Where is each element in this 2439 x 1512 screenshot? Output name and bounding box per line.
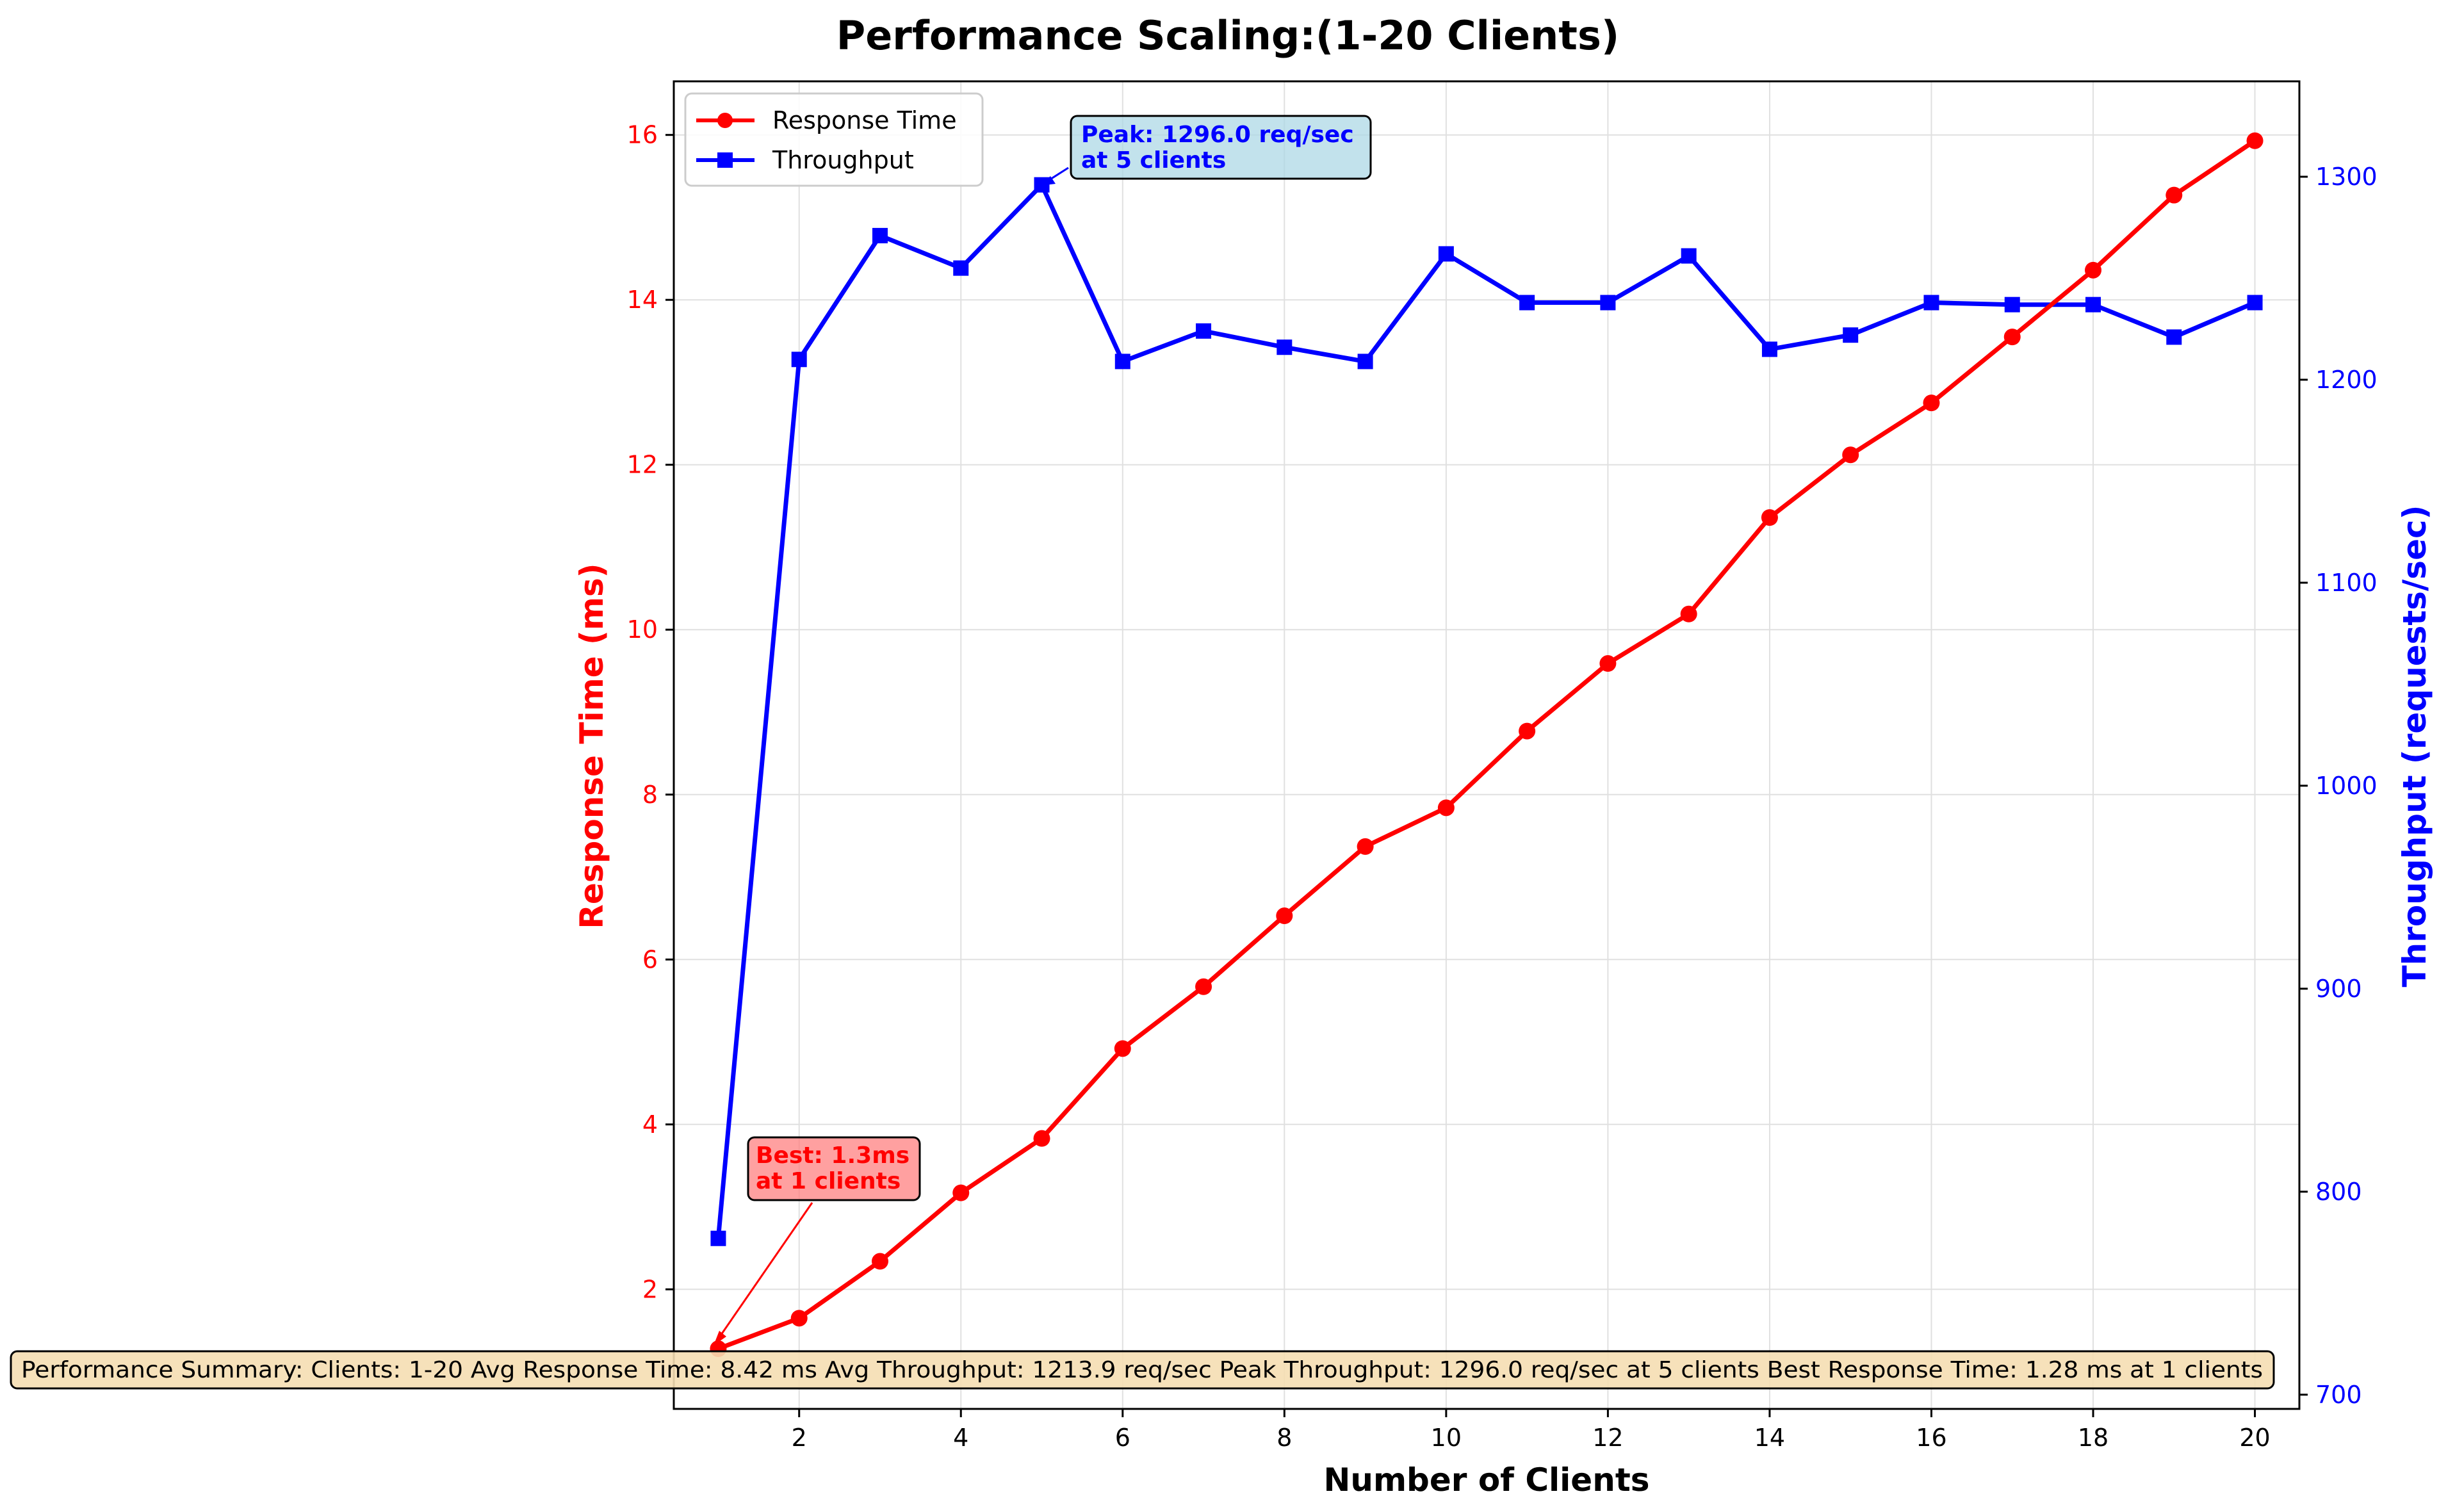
best-annotation-line1: Best: 1.3ms [756,1142,910,1169]
response-time-point [1033,1130,1050,1147]
summary-box-background [10,1350,2275,1390]
throughput-point [1600,295,1616,311]
left-axis-label: Response Time (ms) [573,563,610,929]
left-tick-label: 10 [627,615,658,644]
right-tick-label: 1000 [2315,772,2378,800]
throughput-point [1843,327,1859,343]
response-time-point [1519,722,1536,740]
peak-annotation: Peak: 1296.0 req/sec at 5 clients [1040,115,1372,187]
x-tick-label: 6 [1115,1424,1130,1452]
plot-frame [673,80,2301,1410]
peak-annotation-line2: at 5 clients [1081,147,1226,174]
legend-response-time-label: Response Time [772,106,957,134]
response-time-point [1680,605,1697,622]
x-axis-ticks: 2 4 6 8 10 12 14 16 18 20 [792,1409,2271,1452]
left-tick-label: 14 [627,286,658,314]
response-time-point [1195,978,1212,995]
legend-throughput-label: Throughput [772,146,914,174]
right-tick-label: 900 [2315,975,2362,1003]
throughput-point [1923,295,1939,311]
throughput-point [1114,354,1130,370]
throughput-point [1357,354,1373,370]
best-annotation-line2: at 1 clients [756,1168,901,1194]
summary-box: Performance Summary: Clients: 1-20 Avg R… [10,1350,2275,1390]
summary-text: Performance Summary: Clients: 1-20 Avg R… [21,1357,2263,1383]
chart-title: Performance Scaling:(1-20 Clients) [836,12,1619,59]
throughput-point [2166,329,2182,345]
legend: Response Time Throughput [684,92,984,187]
left-tick-label: 6 [642,945,658,973]
response-time-point [1114,1040,1131,1057]
best-arrowhead [714,1331,726,1345]
best-annotation: Best: 1.3ms at 1 clients [714,1136,921,1345]
throughput-point [2085,297,2101,313]
response-time-point [1437,799,1455,817]
response-time-point [1842,446,1859,464]
x-tick-label: 16 [1916,1424,1946,1452]
best-arrow [714,1202,813,1344]
throughput-point [1277,339,1293,355]
left-axis-ticks: 2 4 6 8 10 12 14 16 [627,121,674,1303]
right-tick-label: 1200 [2315,366,2378,394]
throughput-point [2247,295,2263,311]
response-time-point [790,1310,808,1327]
x-tick-label: 8 [1277,1424,1292,1452]
right-tick-label: 700 [2315,1381,2362,1409]
x-axis-label: Number of Clients [1324,1461,1650,1499]
throughput-point [872,227,888,243]
x-tick-label: 10 [1431,1424,1462,1452]
throughput-point [1438,246,1454,262]
throughput-point [791,352,807,368]
response-time-point [2246,132,2264,149]
peak-arrowhead [1040,176,1056,186]
x-tick-label: 18 [2078,1424,2109,1452]
best-annotation-box [747,1136,921,1201]
response-time-line [717,138,2256,1351]
x-tick-label: 4 [953,1424,968,1452]
throughput-point [1761,341,1777,357]
legend-box [684,92,984,187]
response-time-point [1357,838,1374,855]
response-time-point [2085,261,2102,279]
legend-throughput-marker [717,152,733,168]
right-axis-ticks: 700 800 900 1000 1100 1200 1300 [2299,163,2378,1409]
response-time-point [952,1184,970,1201]
x-tick-label: 14 [1754,1424,1785,1452]
throughput-point [1681,248,1697,264]
throughput-line [715,183,2256,1239]
x-tick-label: 2 [792,1424,807,1452]
response-time-point [1276,907,1293,925]
throughput-point [953,260,969,276]
right-tick-label: 800 [2315,1178,2362,1206]
throughput-point [1196,323,1212,339]
right-tick-label: 1300 [2315,163,2378,191]
peak-annotation-line1: Peak: 1296.0 req/sec [1081,122,1354,148]
left-tick-label: 12 [627,451,658,479]
response-time-point [2166,186,2183,204]
response-time-point [1599,655,1617,672]
x-tick-label: 20 [2239,1424,2270,1452]
response-time-point [1761,509,1778,526]
response-time-point [871,1253,888,1270]
right-axis-label: Throughput (requests/sec) [2396,505,2433,988]
throughput-point [1519,295,1535,311]
peak-annotation-box [1070,115,1372,180]
legend-response-time-marker [717,113,733,128]
throughput-point [710,1230,726,1246]
response-time-point [1923,394,1940,412]
left-tick-label: 4 [642,1110,658,1139]
left-tick-label: 8 [642,781,658,809]
throughput-point [2004,297,2020,313]
plot-series [710,132,2264,1358]
right-tick-label: 1100 [2315,569,2378,597]
left-tick-label: 16 [627,121,658,149]
response-time-point [2003,329,2021,346]
x-tick-label: 12 [1592,1424,1623,1452]
left-tick-label: 2 [642,1275,658,1303]
